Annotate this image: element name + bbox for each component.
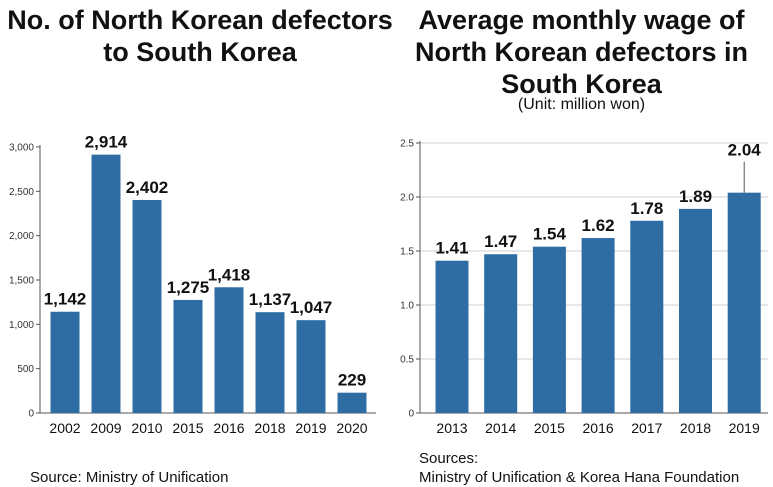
right-bar (679, 208, 712, 413)
left-ytick-label: 1,000 (9, 320, 34, 331)
left-chart-source: Source: Ministry of Unification (30, 469, 229, 486)
right-chart-unit: (Unit: million won) (517, 96, 646, 113)
right-xtick-label: 2016 (583, 420, 614, 436)
left-xtick-label: 2018 (254, 420, 285, 436)
right-ytick-label: 0.5 (400, 355, 414, 366)
right-ytick-label: 1.5 (400, 247, 414, 258)
right-xtick-label: 2019 (729, 420, 760, 436)
right-chart-title: Average monthly wage of North Korean def… (414, 5, 749, 99)
left-data-label: 1,142 (44, 290, 87, 309)
right-data-label: 1.78 (630, 199, 663, 218)
left-data-label: 2,914 (85, 133, 128, 152)
right-bar (630, 220, 664, 413)
left-xtick-label: 2015 (172, 420, 203, 436)
right-ytick-label: 2.5 (400, 139, 414, 150)
right-bar (727, 192, 761, 413)
left-data-label: 1,047 (290, 298, 333, 317)
left-xtick-label: 2016 (213, 420, 244, 436)
right-xtick-label: 2015 (534, 420, 565, 436)
left-ytick-label: 500 (17, 364, 34, 375)
right-xtick-label: 2014 (485, 420, 516, 436)
right-xtick-label: 2013 (436, 420, 467, 436)
left-ytick-label: 0 (28, 409, 34, 420)
right-source-heading: Sources: (419, 450, 479, 467)
right-source-text: Ministry of Unification & Korea Hana Fou… (419, 469, 740, 486)
left-bar (91, 154, 121, 413)
right-data-label: 1.41 (435, 239, 468, 258)
left-ytick-label: 3,000 (9, 143, 34, 154)
left-bar (296, 320, 326, 413)
right-data-label: 1.89 (679, 187, 712, 206)
left-xtick-label: 2019 (295, 420, 326, 436)
right-data-label: 1.47 (484, 232, 517, 251)
left-data-label: 1,418 (208, 265, 251, 284)
right-xtick-label: 2017 (631, 420, 662, 436)
left-ytick-label: 1,500 (9, 276, 34, 287)
left-data-label: 1,137 (249, 290, 292, 309)
left-chart-title: No. of North Korean defectors to South K… (7, 5, 393, 67)
right-xtick-label: 2018 (680, 420, 711, 436)
left-ytick-label: 2,500 (9, 187, 34, 198)
left-bar (214, 287, 244, 413)
right-ytick-label: 0 (408, 409, 414, 420)
left-bar (132, 200, 162, 413)
left-xtick-label: 2002 (49, 420, 80, 436)
right-bar (435, 260, 469, 413)
left-ytick-label: 2,000 (9, 231, 34, 242)
left-data-label: 229 (338, 371, 366, 390)
right-ytick-label: 2.0 (400, 193, 414, 204)
left-xtick-label: 2020 (336, 420, 367, 436)
right-bar (532, 246, 566, 413)
right-bar (581, 238, 615, 413)
left-bar (50, 311, 80, 413)
right-data-label: 1.62 (582, 216, 615, 235)
left-bar (337, 392, 367, 413)
right-data-label: 1.54 (533, 225, 567, 244)
left-bar (173, 299, 203, 413)
right-data-label: 2.04 (728, 141, 762, 160)
right-chart-source: Sources: Ministry of Unification & Korea… (419, 449, 739, 487)
left-data-label: 1,275 (167, 278, 210, 297)
right-ytick-label: 1.0 (400, 301, 414, 312)
right-bar (484, 254, 518, 413)
left-bar (255, 312, 285, 413)
left-xtick-label: 2009 (90, 420, 121, 436)
left-xtick-label: 2010 (131, 420, 162, 436)
left-data-label: 2,402 (126, 178, 169, 197)
